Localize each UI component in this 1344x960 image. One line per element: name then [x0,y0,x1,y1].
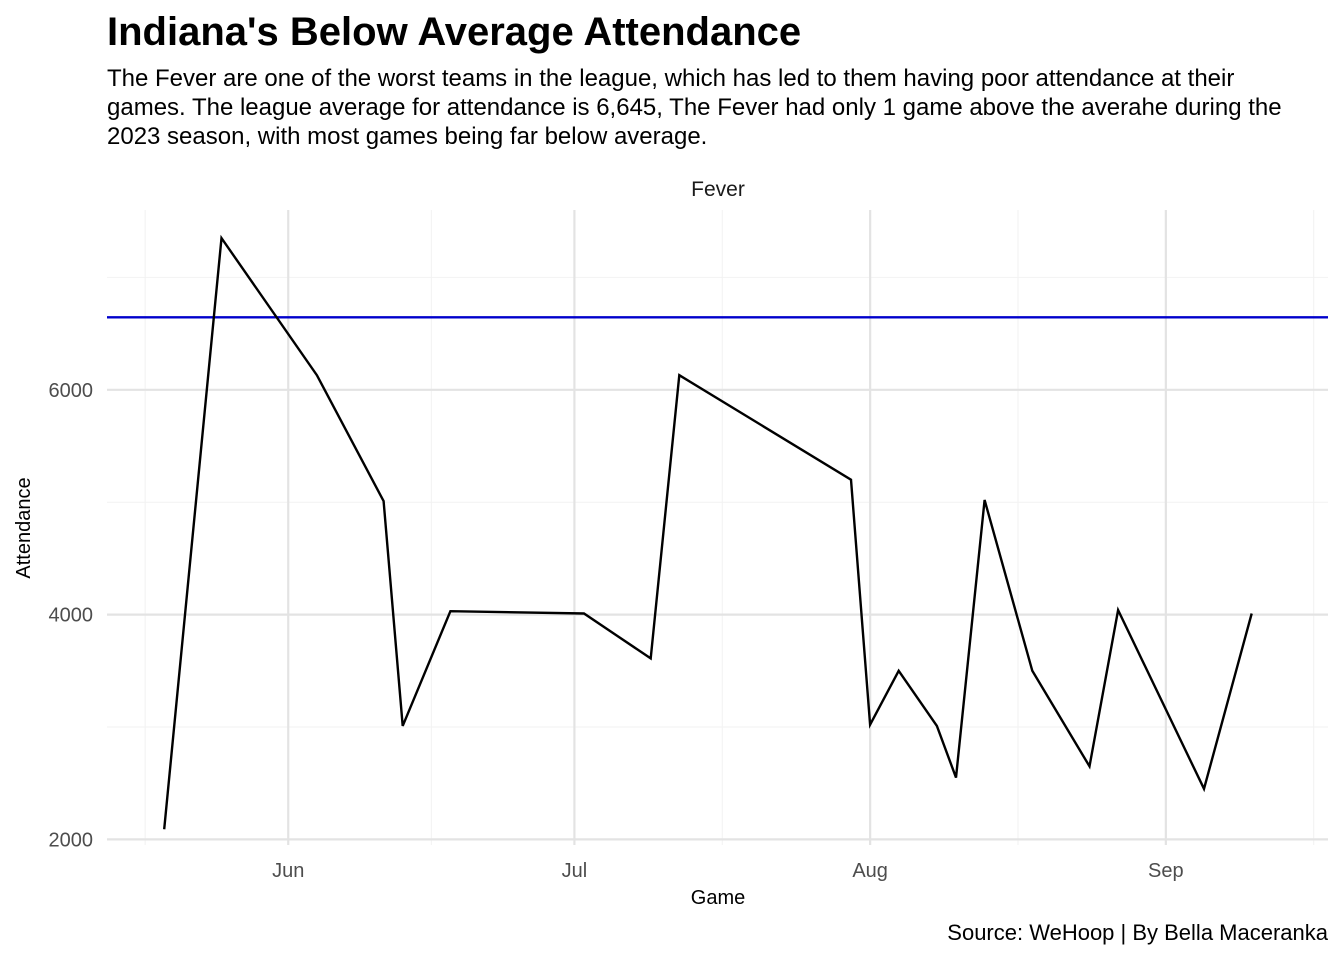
chart-subtitle: The Fever are one of the worst teams in … [107,65,1282,150]
y-axis-ticks: 2000 4000 6000 [49,380,94,852]
x-axis-label: Game [691,887,745,909]
chart-title: Indiana's Below Average Attendance [107,10,802,54]
x-tick-label: Jun [272,860,304,882]
attendance-line [163,234,1253,830]
source-caption: Source: WeHoop | By Bella Maceranka [947,920,1328,945]
x-tick-label: Aug [852,860,888,882]
y-tick-label: 2000 [49,829,94,851]
x-tick-label: Sep [1148,860,1184,882]
series-group [163,234,1253,830]
y-tick-label: 4000 [49,605,94,627]
facet-label: Fever [691,178,745,201]
y-tick-label: 6000 [49,380,94,402]
x-axis-ticks: Jun Jul Aug Sep [272,860,1184,882]
x-tick-label: Jul [562,860,588,882]
y-axis-label: Attendance [13,477,35,578]
grid [107,210,1328,845]
